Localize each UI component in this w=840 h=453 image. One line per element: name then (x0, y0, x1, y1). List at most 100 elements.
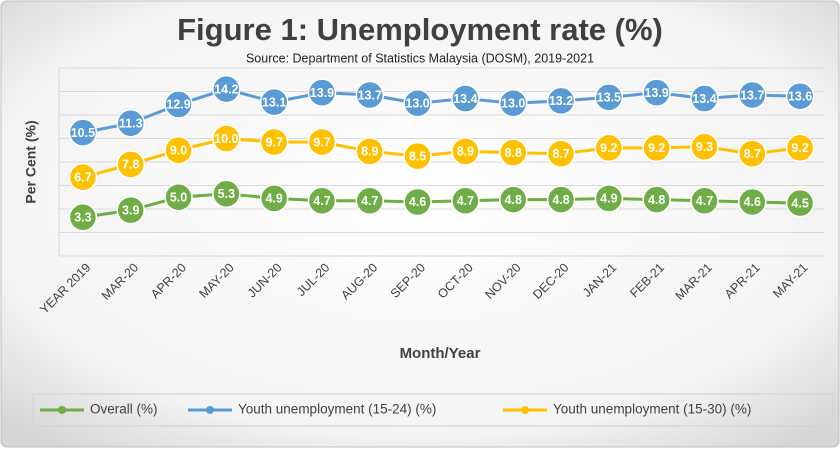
data-point (690, 84, 719, 113)
data-label: 8.7 (744, 147, 761, 161)
data-point (498, 89, 528, 118)
data-label: 10.0 (214, 132, 238, 146)
data-point (68, 163, 98, 192)
data-label: 13.1 (262, 95, 286, 109)
data-point (738, 187, 767, 217)
data-point (355, 186, 385, 216)
data-label: 6.7 (74, 171, 91, 185)
data-label: 4.7 (457, 194, 474, 208)
data-label: 4.5 (791, 196, 808, 210)
data-point (259, 127, 289, 157)
data-label: 13.0 (501, 97, 525, 111)
data-point (546, 86, 576, 116)
data-label: 4.7 (361, 194, 378, 208)
data-label: 3.3 (74, 211, 91, 225)
data-point (738, 139, 767, 169)
data-point (307, 78, 337, 107)
data-point (259, 87, 289, 117)
data-label: 9.2 (600, 141, 617, 155)
data-point (212, 74, 241, 104)
data-label: 4.9 (265, 192, 282, 206)
data-point (594, 83, 624, 112)
data-label: 13.6 (788, 89, 812, 103)
data-point (116, 108, 145, 138)
data-point (451, 84, 480, 113)
data-label: 13.9 (644, 86, 668, 100)
data-label: 9.0 (170, 144, 187, 158)
series-line (82, 192, 801, 219)
data-point (403, 89, 432, 118)
data-point (164, 90, 193, 119)
data-label: 8.9 (361, 145, 378, 159)
legend-marker (206, 406, 214, 414)
data-label: 8.7 (552, 147, 569, 161)
data-label: 12.9 (166, 98, 190, 112)
data-label: 13.0 (405, 97, 429, 111)
legend: Overall (%) Youth unemployment (15-24) (%… (40, 402, 751, 417)
data-label: 13.4 (453, 92, 477, 106)
series-line (82, 87, 801, 135)
data-label: 9.2 (791, 141, 808, 155)
data-label: 5.3 (218, 187, 235, 201)
data-point (546, 139, 576, 169)
x-axis-title: Month/Year (400, 345, 481, 362)
data-label: 4.6 (744, 195, 761, 209)
y-axis-title: Per Cent (%) (23, 120, 39, 203)
chart-subtitle: Source: Department of Statistics Malaysi… (246, 51, 594, 65)
chart-title: Figure 1: Unemployment rate (%) (177, 12, 663, 47)
data-label: 7.8 (122, 158, 139, 172)
legend-label: Youth unemployment (15-24) (%) (238, 402, 436, 417)
data-point (642, 185, 671, 214)
data-label: 4.8 (552, 193, 569, 207)
data-label: 13.7 (740, 88, 764, 102)
legend-label: Overall (%) (90, 402, 158, 417)
data-label: 4.7 (313, 194, 330, 208)
data-label: 4.7 (696, 194, 713, 208)
data-point (116, 195, 145, 225)
data-point (642, 78, 671, 107)
data-point (116, 150, 145, 179)
data-point (594, 133, 624, 163)
data-point (355, 137, 385, 166)
data-point (785, 133, 815, 163)
data-label: 14.2 (214, 82, 238, 96)
data-label: 4.9 (600, 192, 617, 206)
legend-marker (58, 406, 66, 414)
data-point (785, 188, 815, 218)
data-point (451, 186, 480, 216)
legend-marker (521, 406, 529, 414)
data-point (212, 179, 241, 208)
data-point (738, 80, 767, 110)
data-label: 4.6 (409, 195, 426, 209)
data-point (498, 138, 528, 167)
data-point (307, 186, 337, 216)
data-label: 9.7 (265, 135, 282, 149)
data-label: 8.8 (505, 146, 522, 160)
data-point (403, 187, 432, 217)
data-point (212, 124, 241, 153)
data-point (785, 81, 815, 111)
data-label: 11.3 (119, 117, 143, 131)
legend-box (32, 393, 834, 427)
data-label: 4.8 (505, 193, 522, 207)
data-point (451, 137, 480, 166)
data-point (355, 80, 385, 110)
data-point (164, 136, 193, 165)
data-point (68, 118, 98, 147)
data-label: 9.7 (313, 135, 330, 149)
data-label: 13.7 (358, 88, 382, 102)
data-label: 9.3 (696, 140, 713, 154)
data-label: 4.8 (648, 193, 665, 207)
data-point (259, 184, 289, 213)
data-point (594, 184, 624, 213)
data-label: 9.2 (648, 141, 665, 155)
data-point (546, 185, 576, 214)
data-label: 5.0 (170, 191, 187, 205)
data-point (68, 202, 98, 232)
data-point (498, 185, 528, 214)
data-label: 13.2 (549, 94, 573, 108)
data-point (690, 132, 719, 161)
data-label: 13.9 (310, 86, 334, 100)
data-label: 8.9 (457, 145, 474, 159)
